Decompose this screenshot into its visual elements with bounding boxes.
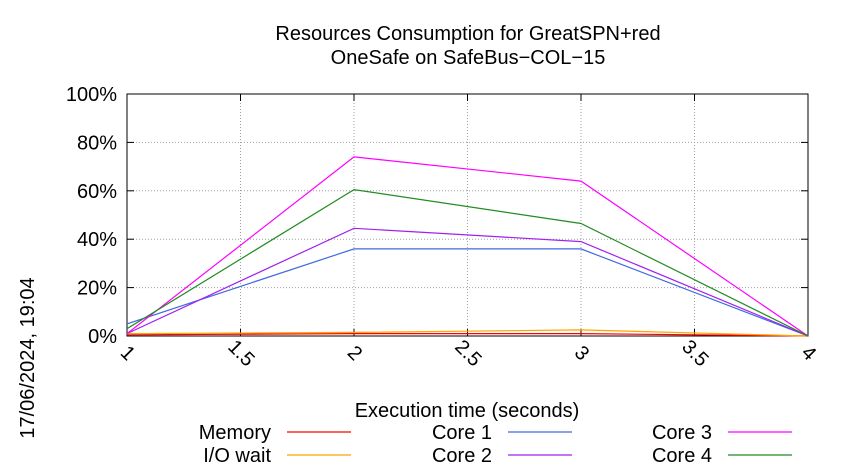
- chart-title-line2: OneSafe on SafeBus−COL−15: [331, 47, 606, 69]
- x-tick-label-5: 3.5: [677, 336, 712, 371]
- chart-title-line1: Resources Consumption for GreatSPN+red: [275, 23, 660, 45]
- x-tick-label-4: 3: [570, 342, 593, 365]
- y-tick-label-1: 20%: [77, 278, 117, 300]
- timestamp-label: 17/06/2024, 19:04: [17, 277, 39, 438]
- series-line-core-2: [126, 227, 809, 337]
- y-tick-labels: 0% 20% 40% 60% 80% 100%: [66, 84, 117, 348]
- x-tick-label-1: 1.5: [223, 336, 258, 371]
- x-axis-label: Execution time (seconds): [355, 400, 580, 422]
- y-tick-label-2: 40%: [77, 229, 117, 251]
- y-tick-label-4: 80%: [77, 132, 117, 154]
- series-line-core-1: [126, 248, 809, 337]
- x-tick-label-0: 1: [116, 342, 139, 365]
- legend-label-i-o-wait: I/O wait: [203, 445, 271, 467]
- grid: [127, 94, 808, 336]
- x-tick-labels: 1 1.5 2 2.5 3 3.5 4: [116, 336, 820, 371]
- series-line-core-3: [126, 156, 809, 337]
- y-tick-label-5: 100%: [66, 84, 117, 106]
- y-tick-label-3: 60%: [77, 181, 117, 203]
- x-tick-label-3: 2.5: [450, 336, 485, 371]
- series-line-i-o-wait: [126, 329, 809, 337]
- series-lines: [126, 156, 809, 337]
- legend-label-core-3: Core 3: [652, 422, 712, 444]
- x-tick-label-6: 4: [797, 342, 820, 365]
- legend-label-core-2: Core 2: [432, 445, 492, 467]
- y-tick-label-0: 0%: [88, 326, 117, 348]
- legend-label-core-1: Core 1: [432, 422, 492, 444]
- legend-label-core-4: Core 4: [652, 445, 712, 467]
- legend-label-memory: Memory: [199, 422, 271, 444]
- series-line-memory: [126, 333, 809, 337]
- axes: [126, 93, 809, 337]
- x-tick-label-2: 2: [343, 342, 366, 365]
- series-line-core-4: [126, 188, 809, 337]
